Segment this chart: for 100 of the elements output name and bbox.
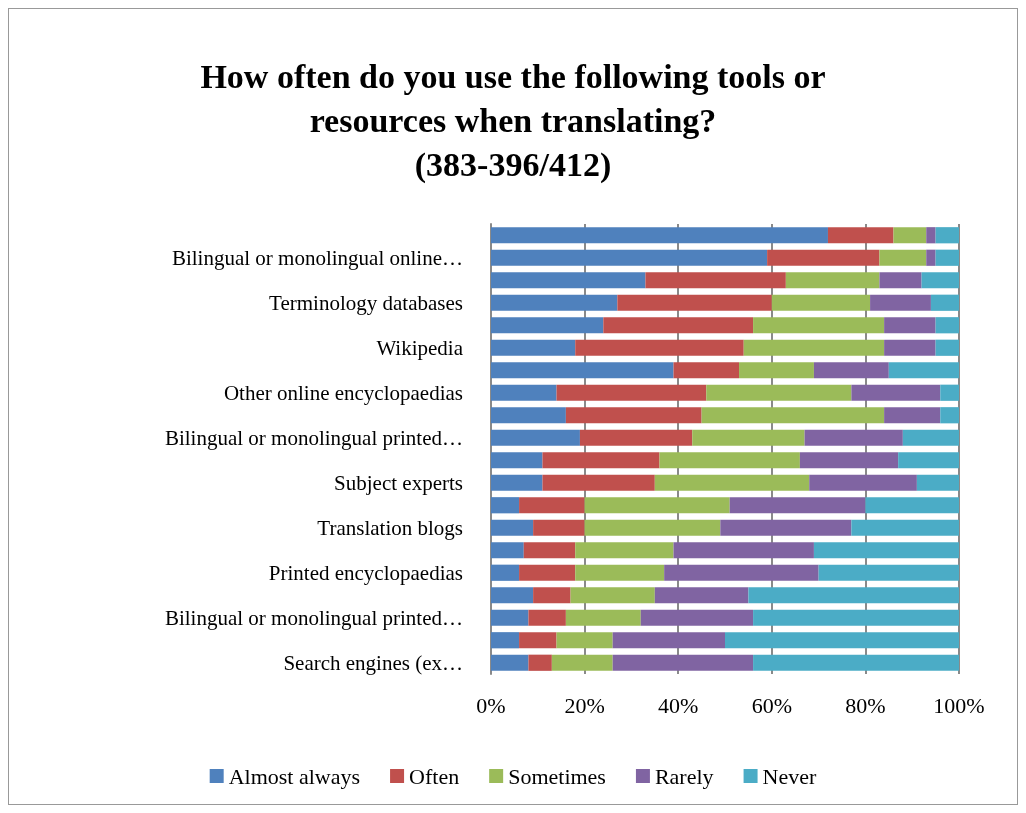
bar xyxy=(935,227,959,244)
bar xyxy=(748,587,959,604)
bar xyxy=(884,339,936,356)
y-tick-label: Bilingual or monolingual printed… xyxy=(164,425,463,450)
bar xyxy=(851,384,941,401)
bar xyxy=(579,429,693,446)
bar xyxy=(612,654,754,671)
y-tick-label: Translation blogs xyxy=(317,515,463,540)
bar xyxy=(753,609,959,626)
bar xyxy=(930,294,959,311)
bar xyxy=(575,564,665,581)
bar xyxy=(491,564,520,581)
bar xyxy=(491,632,520,649)
bar xyxy=(519,564,576,581)
bar xyxy=(570,587,655,604)
x-tick-label: 100% xyxy=(933,692,985,718)
bar xyxy=(565,609,641,626)
bar xyxy=(706,384,852,401)
bar xyxy=(519,497,585,514)
bar xyxy=(612,632,725,649)
bar xyxy=(491,497,520,514)
bar xyxy=(491,272,646,289)
bar xyxy=(491,452,543,469)
y-tick-label: Subject experts xyxy=(334,470,463,495)
bar xyxy=(926,227,936,244)
bar xyxy=(491,249,768,266)
bar xyxy=(491,474,543,491)
bar xyxy=(827,227,894,244)
y-tick-label: Printed encyclopaedias xyxy=(268,560,463,585)
bar xyxy=(743,339,885,356)
bar xyxy=(491,587,534,604)
bar xyxy=(940,407,959,424)
bar xyxy=(692,429,805,446)
bar xyxy=(491,429,580,446)
bar xyxy=(701,407,885,424)
bar xyxy=(491,227,828,244)
bar xyxy=(940,384,959,401)
bar xyxy=(879,249,927,266)
bar xyxy=(753,317,885,334)
bar xyxy=(921,272,959,289)
bar xyxy=(935,317,959,334)
bar xyxy=(575,339,744,356)
x-tick-label: 0% xyxy=(476,692,506,718)
bar xyxy=(491,609,529,626)
y-tick-label: Other online encyclopaedias xyxy=(223,380,463,405)
bar xyxy=(902,429,959,446)
legend-label: Rarely xyxy=(654,763,714,789)
bar xyxy=(584,497,730,514)
bar xyxy=(818,564,959,581)
bar xyxy=(804,429,903,446)
bar xyxy=(664,564,819,581)
bar xyxy=(771,294,871,311)
bar xyxy=(654,474,810,491)
bar xyxy=(659,452,800,469)
bar xyxy=(640,609,754,626)
legend-label: Never xyxy=(762,763,817,789)
bar xyxy=(813,542,959,559)
bar xyxy=(865,497,959,514)
bar xyxy=(729,497,866,514)
x-tick-label: 80% xyxy=(845,692,886,718)
bar xyxy=(491,542,524,559)
legend-label: Sometimes xyxy=(508,763,606,789)
bar xyxy=(542,452,660,469)
bar xyxy=(491,384,557,401)
bar xyxy=(935,249,959,266)
bar xyxy=(673,542,814,559)
y-tick-label: Terminology databases xyxy=(269,290,463,315)
bar xyxy=(673,362,740,379)
bar xyxy=(785,272,880,289)
bar xyxy=(767,249,880,266)
bar xyxy=(491,294,618,311)
bar xyxy=(799,452,899,469)
bar xyxy=(556,632,613,649)
bar xyxy=(813,362,889,379)
x-tick-label: 20% xyxy=(564,692,605,718)
bar xyxy=(519,632,557,649)
bar xyxy=(575,542,674,559)
bar xyxy=(584,519,721,536)
bar xyxy=(528,609,566,626)
bar xyxy=(884,317,936,334)
bar xyxy=(556,384,707,401)
bar xyxy=(851,519,959,536)
bar xyxy=(542,474,655,491)
chart-title: How often do you use the following tools or resources when translating? (383-396/412) xyxy=(200,57,826,184)
bar xyxy=(935,339,959,356)
legend-label: Almost always xyxy=(228,763,361,789)
bar xyxy=(870,294,931,311)
bar xyxy=(491,519,534,536)
bar xyxy=(879,272,922,289)
bar xyxy=(753,654,959,671)
x-tick-label: 40% xyxy=(658,692,699,718)
y-tick-label: Search engines (ex… xyxy=(283,650,463,675)
bar xyxy=(916,474,959,491)
y-tick-label: Bilingual or monolingual printed… xyxy=(164,605,463,630)
bar xyxy=(809,474,917,491)
bar xyxy=(617,294,772,311)
bar xyxy=(898,452,959,469)
bar xyxy=(565,407,702,424)
bar xyxy=(884,407,941,424)
bar xyxy=(533,519,585,536)
